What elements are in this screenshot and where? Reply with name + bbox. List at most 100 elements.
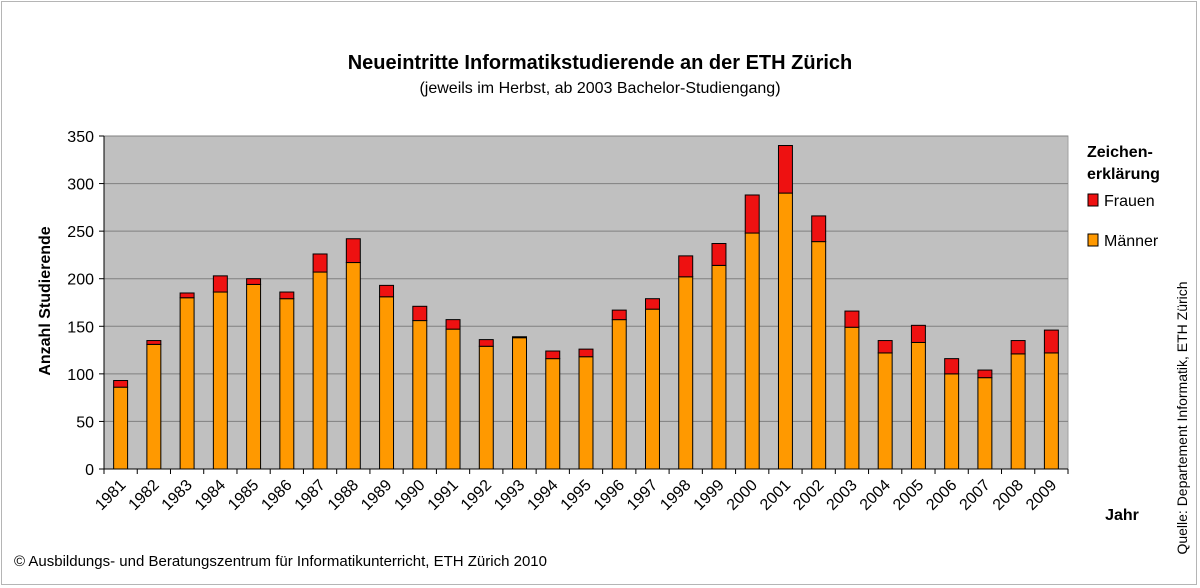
source-note: Quelle: Departement Informatik, ETH Züri…: [1174, 281, 1190, 554]
bar-frauen-1995: [578, 348, 594, 358]
legend-label-maenner: Männer: [1104, 233, 1159, 250]
y-tick-label: 300: [67, 177, 94, 194]
legend: Zeichen- erklärung Frauen Männer: [1087, 144, 1160, 250]
bar-m-nner-1993: [512, 337, 527, 470]
x-tick-label: 1997: [624, 477, 661, 514]
bar-m-nner-2003: [844, 326, 860, 470]
x-tick-label: 1994: [524, 477, 561, 514]
bar-frauen-1999: [711, 243, 727, 266]
bar-frauen-2000: [744, 194, 760, 234]
bar-m-nner-1982: [146, 343, 162, 470]
bar-m-nner-2001: [777, 192, 793, 470]
bar-frauen-1985: [246, 278, 262, 285]
legend-label-frauen: Frauen: [1104, 193, 1155, 210]
x-tick-label: 1992: [458, 477, 495, 514]
bar-frauen-1987: [312, 253, 328, 273]
x-tick-label: 2004: [857, 477, 894, 514]
bar-frauen-1991: [445, 319, 461, 330]
bar-m-nner-1998: [678, 276, 694, 470]
x-tick-label: 2000: [724, 477, 761, 514]
bar-frauen-2001: [777, 145, 793, 194]
bar-m-nner-1997: [645, 308, 660, 470]
bar-m-nner-2004: [877, 352, 893, 470]
bar-m-nner-1988: [345, 262, 361, 470]
x-tick-label: 2008: [990, 477, 1027, 514]
bar-frauen-1994: [545, 350, 561, 360]
x-tick-label: 1982: [126, 477, 163, 514]
chart-subtitle: (jeweils im Herbst, ab 2003 Bachelor-Stu…: [419, 80, 780, 97]
bar-frauen-1983: [179, 292, 195, 299]
bar-m-nner-1981: [113, 386, 129, 470]
bar-frauen-1988: [345, 238, 361, 264]
y-tick-label: 100: [67, 367, 94, 384]
bar-frauen-2002: [811, 215, 827, 243]
bar-m-nner-1992: [478, 345, 494, 470]
x-tick-label: 1981: [92, 477, 129, 514]
bar-m-nner-1995: [578, 356, 594, 470]
legend-title-line-1: Zeichen-: [1087, 144, 1153, 161]
y-tick-label: 350: [67, 129, 94, 146]
bar-m-nner-1994: [545, 358, 561, 470]
bar-m-nner-1989: [379, 296, 395, 470]
x-tick-label: 1987: [292, 477, 329, 514]
bar-frauen-1992: [478, 339, 494, 347]
x-tick-label: 1983: [159, 477, 196, 514]
bar-frauen-1986: [279, 291, 295, 300]
x-tick-label: 2002: [790, 477, 827, 514]
bar-frauen-1981: [113, 380, 129, 388]
x-tick-label: 2006: [923, 477, 960, 514]
x-tick-label: 1986: [258, 477, 295, 514]
x-tick-label: 1999: [691, 477, 728, 514]
bar-frauen-1996: [611, 309, 627, 321]
bar-m-nner-2007: [977, 377, 993, 470]
y-tick-label: 50: [76, 414, 94, 431]
x-tick-label: 1995: [558, 477, 595, 514]
legend-swatch-frauen: [1087, 193, 1099, 207]
bar-frauen-1984: [212, 275, 228, 293]
x-tick-label: 1998: [657, 477, 694, 514]
bar-frauen-2004: [877, 340, 893, 354]
x-tick-label: 2005: [890, 477, 927, 514]
x-tick-label: 1984: [192, 477, 229, 514]
bar-m-nner-1990: [412, 320, 428, 470]
legend-title-line-2: erklärung: [1087, 166, 1160, 183]
bar-frauen-1998: [678, 255, 694, 278]
bar-frauen-1989: [379, 284, 395, 298]
bar-frauen-1993: [512, 336, 527, 339]
x-tick-label: 2009: [1023, 477, 1060, 514]
y-tick-label: 250: [67, 224, 94, 241]
bar-m-nner-2009: [1043, 352, 1059, 470]
y-tick-label: 200: [67, 272, 94, 289]
x-tick-label: 2003: [824, 477, 861, 514]
bar-frauen-2006: [944, 358, 960, 375]
bar-frauen-2005: [910, 324, 926, 343]
bar-frauen-1990: [412, 305, 428, 322]
plot-area: 0501001502002503003501981198219831984198…: [67, 129, 1069, 514]
bar-frauen-1982: [146, 340, 162, 345]
bar-m-nner-2006: [944, 373, 960, 470]
legend-swatch-maenner: [1087, 233, 1099, 247]
bar-frauen-2008: [1010, 340, 1026, 355]
x-tick-label: 1985: [225, 477, 262, 514]
x-axis-label: Jahr: [1105, 507, 1139, 524]
x-tick-label: 2007: [957, 477, 994, 514]
bar-m-nner-1983: [179, 297, 195, 470]
bar-m-nner-2005: [910, 341, 926, 470]
x-tick-label: 1996: [591, 477, 628, 514]
bar-m-nner-1999: [711, 264, 727, 470]
bar-m-nner-1986: [279, 298, 295, 470]
bar-m-nner-1985: [246, 283, 262, 470]
x-tick-label: 1991: [425, 477, 462, 514]
x-tick-label: 1988: [325, 477, 362, 514]
bar-frauen-1997: [645, 298, 660, 310]
bar-m-nner-2000: [744, 232, 760, 470]
y-tick-label: 150: [67, 319, 94, 336]
bar-m-nner-2002: [811, 241, 827, 470]
x-tick-label: 1989: [358, 477, 395, 514]
x-tick-label: 2001: [757, 477, 794, 514]
bar-m-nner-1984: [212, 291, 228, 470]
y-axis-label: Anzahl Studierende: [37, 226, 54, 375]
bar-m-nner-1996: [611, 319, 627, 470]
